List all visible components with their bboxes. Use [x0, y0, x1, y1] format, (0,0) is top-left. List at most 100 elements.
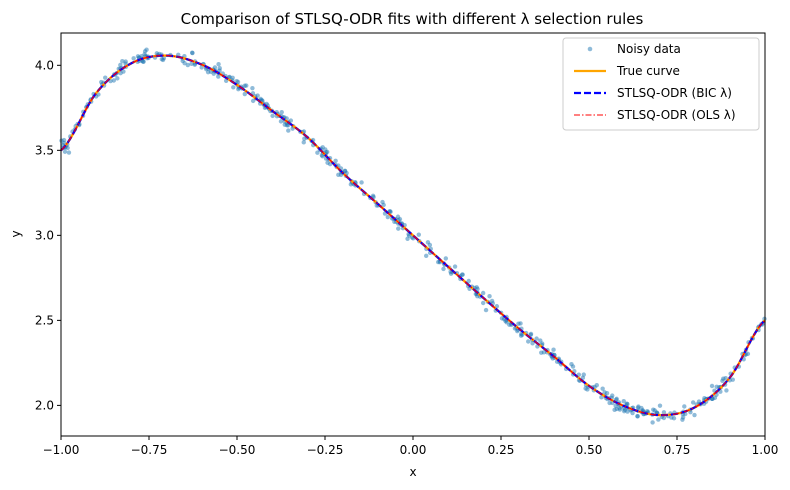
x-tick-label: 0.50	[576, 443, 603, 457]
scatter-point	[526, 339, 531, 344]
lines-layer	[60, 54, 766, 417]
scatter-point	[103, 75, 108, 80]
scatter-point	[436, 259, 441, 265]
x-tick-label: −0.25	[307, 443, 344, 457]
scatter-point	[661, 415, 667, 421]
scatter-point	[325, 160, 330, 165]
scatter-point	[661, 410, 667, 415]
scatter-point	[499, 316, 505, 321]
scatter-point	[599, 395, 604, 400]
scatter-point	[427, 242, 433, 248]
scatter-point	[235, 79, 241, 85]
x-tick-label: 0.00	[400, 443, 427, 457]
scatter-point	[323, 147, 328, 152]
scatter-point	[475, 286, 480, 292]
scatter-point	[359, 180, 364, 185]
scatter-point	[115, 76, 120, 81]
scatter-point	[216, 61, 221, 67]
scatter-point	[483, 307, 489, 313]
legend-label-true-curve: True curve	[616, 64, 680, 78]
chart-title: Comparison of STLSQ-ODR fits with differ…	[181, 10, 644, 28]
scatter-point	[528, 331, 534, 337]
scatter-point	[534, 336, 539, 341]
scatter-point	[244, 83, 249, 88]
legend-label-ols: STLSQ-ODR (OLS λ)	[617, 108, 736, 122]
scatter-point	[190, 50, 195, 55]
y-tick-label: 3.0	[35, 228, 54, 242]
scatter-point	[405, 236, 410, 241]
scatter-point	[635, 414, 640, 419]
x-tick-label: −1.00	[43, 443, 80, 457]
scatter-point	[441, 266, 446, 272]
scatter-point	[250, 85, 255, 91]
y-tick-label: 4.0	[35, 58, 54, 72]
scatter-point	[569, 361, 574, 367]
scatter-point	[541, 350, 547, 355]
scatter-point	[416, 232, 421, 237]
scatter-point	[762, 316, 767, 322]
scatter-point	[205, 69, 211, 75]
x-tick-label: 0.25	[488, 443, 515, 457]
scatter-point	[131, 56, 136, 61]
scatter-point	[636, 404, 641, 409]
scatter-point	[185, 62, 191, 68]
scatter-point	[680, 417, 685, 422]
scatter-point	[669, 415, 674, 420]
scatter-point	[120, 59, 125, 64]
scatter-point	[585, 387, 590, 392]
legend-label-bic: STLSQ-ODR (BIC λ)	[617, 86, 732, 100]
scatter-point	[459, 272, 465, 277]
scatter-point	[625, 401, 630, 407]
scatter-point	[381, 202, 386, 208]
scatter-point	[600, 386, 605, 391]
scatter-point	[489, 298, 495, 304]
scatter-point	[301, 140, 306, 145]
scatter-point	[424, 253, 429, 259]
y-axis-label: y	[9, 230, 23, 237]
legend-marker-noisy-data	[587, 46, 593, 52]
scatter-point	[657, 403, 663, 408]
scatter-point	[622, 407, 628, 413]
legend: Noisy data True curve STLSQ-ODR (BIC λ) …	[562, 37, 760, 131]
scatter-point	[682, 404, 687, 409]
scatter-point	[189, 61, 194, 66]
scatter-point	[714, 384, 719, 389]
y-tick-label: 2.0	[35, 398, 54, 412]
x-tick-label: −0.50	[219, 443, 256, 457]
y-tick-label: 2.5	[35, 313, 54, 327]
scatter-point	[182, 61, 187, 66]
scatter-point	[279, 109, 284, 115]
scatter-point	[62, 149, 68, 154]
scatter-point	[159, 56, 165, 62]
scatter-point	[286, 128, 291, 133]
scatter-point	[724, 388, 729, 393]
legend-frame	[562, 37, 760, 131]
scatter-point	[230, 75, 235, 80]
scatter-point	[709, 383, 715, 389]
scatter-point	[111, 78, 117, 83]
scatter-point	[66, 150, 72, 155]
scatter-point	[530, 341, 535, 346]
scatter-point	[135, 54, 141, 59]
scatter-point	[396, 226, 401, 231]
scatter-point	[144, 47, 149, 52]
scatter-point	[217, 66, 222, 71]
y-tick-label: 3.5	[35, 143, 54, 157]
scatter-point	[315, 150, 320, 155]
scatter-point	[518, 333, 524, 338]
y-axis-ticks: 2.0 2.5 3.0 3.5 4.0	[35, 58, 61, 412]
scatter-point	[652, 408, 657, 413]
scatter-point	[650, 420, 655, 425]
scatter-point	[397, 217, 403, 222]
scatter-point	[607, 400, 612, 406]
scatter-point	[216, 74, 221, 79]
scatter-point	[690, 400, 696, 405]
x-axis-label: x	[409, 465, 416, 479]
scatter-point	[581, 372, 586, 377]
scatter-point	[516, 321, 521, 326]
scatter-point	[231, 85, 236, 90]
scatter-point	[333, 158, 338, 164]
legend-label-noisy-data: Noisy data	[617, 42, 681, 56]
scatter-point	[594, 383, 599, 388]
